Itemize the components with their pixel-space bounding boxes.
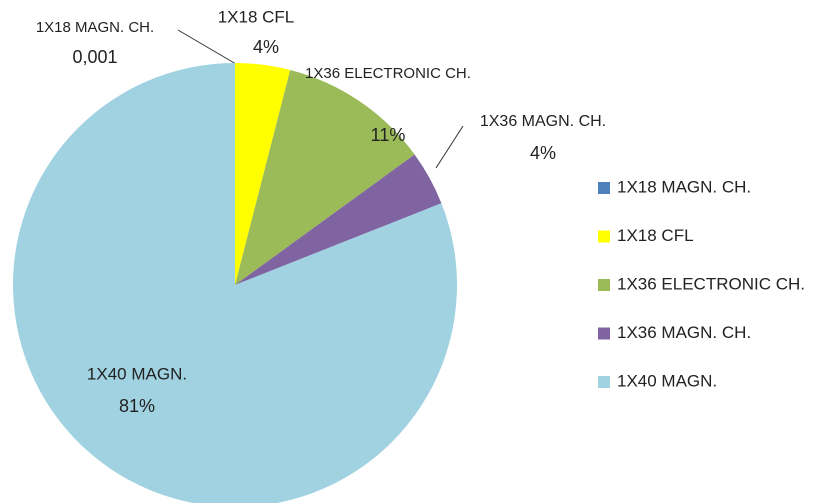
legend-label: 1X18 CFL <box>617 226 694 245</box>
legend-label: 1X40 MAGN. <box>617 371 717 390</box>
pie-slice <box>13 63 457 503</box>
slice-value-label: 0,001 <box>72 47 117 67</box>
slice-label: 1X36 ELECTRONIC CH. <box>305 65 471 82</box>
slice-label: 1X36 MAGN. CH. <box>480 113 606 130</box>
legend-swatch <box>598 279 610 291</box>
legend-swatch <box>598 376 610 388</box>
legend-label: 1X36 MAGN. CH. <box>617 323 751 342</box>
leader-line <box>177 29 237 65</box>
slice-value-label: 4% <box>253 37 279 57</box>
pie-slice <box>235 69 415 285</box>
slice-value-label: 81% <box>119 396 155 416</box>
pie-slice <box>235 63 291 285</box>
slice-label: 1X40 MAGN. <box>87 364 187 383</box>
legend-swatch <box>598 182 610 194</box>
legend-swatch <box>598 230 610 243</box>
leader-line <box>435 125 464 169</box>
legend-label: 1X18 MAGN. CH. <box>617 177 751 196</box>
slice-value-label: 11% <box>371 125 406 145</box>
slice-value-label: 4% <box>530 143 556 163</box>
legend-swatch <box>598 327 610 340</box>
legend-label: 1X36 ELECTRONIC CH. <box>617 274 805 293</box>
slice-label: 1X18 CFL <box>218 7 295 26</box>
slice-label: 1X18 MAGN. CH. <box>36 19 154 36</box>
pie-slice <box>235 154 442 285</box>
